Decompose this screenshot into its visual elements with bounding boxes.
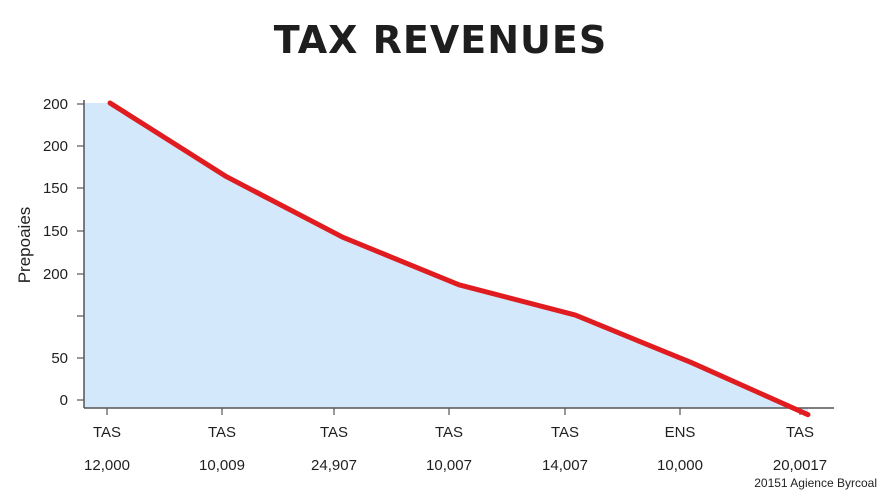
x-tick-label: TAS xyxy=(93,424,121,441)
line-layer xyxy=(107,100,811,418)
x-tick-label: ENS xyxy=(665,424,696,441)
x-sub-label: 14,007 xyxy=(542,457,588,474)
y-tick-label: 200 xyxy=(43,96,68,113)
chart-title: TAX REVENUES xyxy=(273,18,608,62)
x-sub-label: 10,000 xyxy=(657,457,703,474)
x-sub-label: 10,007 xyxy=(426,457,472,474)
x-sub-label: 10,009 xyxy=(199,457,245,474)
y-tick-label: 200 xyxy=(43,138,68,155)
x-tick-label: TAS xyxy=(208,424,236,441)
x-sub-label: 12,000 xyxy=(84,457,130,474)
y-tick-label: 0 xyxy=(60,392,68,409)
y-tick-label: 200 xyxy=(43,266,68,283)
credit-text: 20151 Agience Byrcoal xyxy=(754,476,877,490)
x-tick-label: TAS xyxy=(786,424,814,441)
x-tick-label: TAS xyxy=(320,424,348,441)
y-tick-label: 50 xyxy=(51,350,68,367)
x-sub-label: 24,907 xyxy=(311,457,357,474)
x-tick-label: TAS xyxy=(435,424,463,441)
y-tick-label: 150 xyxy=(43,180,68,197)
x-tick-label: TAS xyxy=(551,424,579,441)
label-layer: 0 50 200 150 150 200 200 TAS 12,000 TAS 10,009 TAS 2… xyxy=(43,96,827,474)
y-tick-label: 150 xyxy=(43,223,68,240)
axis-layer xyxy=(77,100,834,415)
x-sub-label: 20,0017 xyxy=(773,457,827,474)
y-axis-label: Prepoaies xyxy=(15,207,34,284)
series-line xyxy=(107,100,811,418)
